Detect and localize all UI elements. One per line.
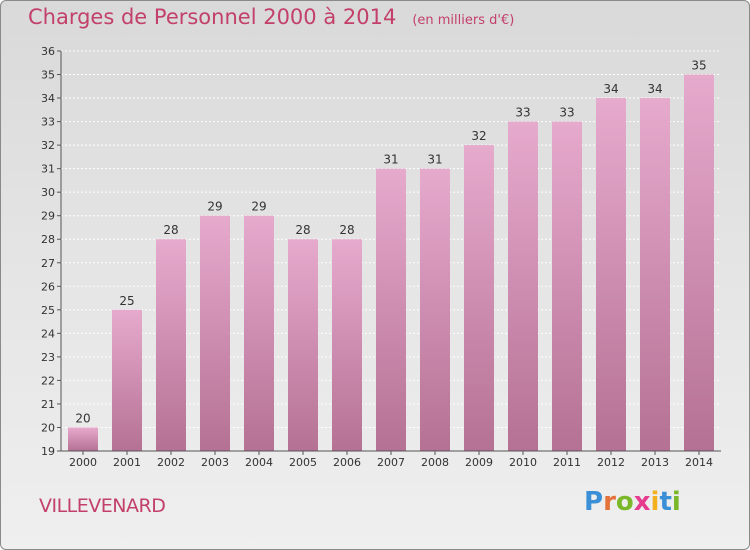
bar	[420, 168, 450, 451]
x-tick-label: 2008	[421, 456, 449, 469]
logo-letter: i	[671, 487, 681, 517]
x-tick-label: 2010	[509, 456, 537, 469]
bar-value-label: 34	[647, 82, 662, 96]
logo-letter: x	[633, 487, 651, 517]
y-tick-label: 19	[41, 445, 55, 458]
bar-value-label: 33	[515, 106, 530, 120]
axes	[57, 50, 721, 455]
chart-title: Charges de Personnel 2000 à 2014 (en mill…	[28, 5, 514, 29]
proxiti-logo: Proxiti	[584, 487, 681, 517]
bar	[112, 309, 142, 451]
y-tick-label: 23	[41, 351, 55, 364]
y-tick-label: 33	[41, 116, 55, 129]
bar	[464, 145, 494, 451]
labels: 19 20 21 22 23 24 25 26 27 28 29 30 31 32 33 34 35 36 20 20…	[41, 45, 713, 469]
x-tick-label: 2009	[465, 456, 493, 469]
y-tick-label: 35	[41, 69, 55, 82]
x-tick-label: 2014	[685, 456, 713, 469]
x-tick-label: 2013	[641, 456, 669, 469]
logo-letter: o	[615, 487, 634, 517]
bar	[640, 98, 670, 451]
x-tick-label: 2006	[333, 456, 361, 469]
bar	[332, 239, 362, 451]
bar	[200, 215, 230, 451]
y-tick-label: 21	[41, 398, 55, 411]
x-tick-label: 2005	[289, 456, 317, 469]
bar	[288, 239, 318, 451]
bars	[68, 74, 714, 452]
bar	[68, 427, 98, 451]
bar	[596, 98, 626, 451]
logo-letter: i	[650, 487, 660, 517]
y-tick-label: 36	[41, 45, 55, 58]
y-tick-label: 28	[41, 233, 55, 246]
x-tick-label: 2011	[553, 456, 581, 469]
bar-value-label: 32	[471, 129, 486, 143]
chart-title-text: Charges de Personnel 2000 à 2014	[28, 5, 397, 29]
bar-value-label: 31	[383, 153, 398, 167]
bar	[156, 239, 186, 451]
y-tick-label: 25	[41, 304, 55, 317]
x-tick-label: 2000	[69, 456, 97, 469]
bar-value-label: 25	[119, 294, 134, 308]
y-tick-label: 24	[41, 327, 55, 340]
bar	[508, 121, 538, 452]
x-tick-label: 2003	[201, 456, 229, 469]
bar	[376, 168, 406, 451]
x-tick-label: 2012	[597, 456, 625, 469]
logo-letter: t	[659, 487, 672, 517]
bar	[244, 215, 274, 451]
bar	[684, 74, 714, 451]
y-tick-label: 32	[41, 139, 55, 152]
y-tick-label: 31	[41, 163, 55, 176]
bar-value-label: 29	[251, 200, 266, 214]
bar-value-label: 29	[207, 200, 222, 214]
x-tick-label: 2001	[113, 456, 141, 469]
y-tick-label: 26	[41, 280, 55, 293]
bar-value-label: 33	[559, 106, 574, 120]
bar-value-label: 28	[163, 223, 178, 237]
y-tick-label: 22	[41, 374, 55, 387]
bar-value-label: 31	[427, 153, 442, 167]
y-tick-label: 27	[41, 257, 55, 270]
bar-value-label: 20	[75, 411, 90, 425]
logo-letter: r	[603, 487, 616, 517]
bar-value-label: 35	[691, 59, 706, 73]
bar-value-label: 28	[295, 223, 310, 237]
x-tick-label: 2007	[377, 456, 405, 469]
place-name: VILLEVENARD	[39, 495, 166, 517]
bar	[552, 121, 582, 452]
y-tick-label: 30	[41, 186, 55, 199]
chart-subtitle: (en milliers d'€)	[412, 13, 515, 28]
bar-value-label: 34	[603, 82, 618, 96]
bar-value-label: 28	[339, 223, 354, 237]
y-tick-label: 29	[41, 210, 55, 223]
logo-letter: P	[584, 487, 604, 517]
x-tick-label: 2004	[245, 456, 273, 469]
x-tick-label: 2002	[157, 456, 185, 469]
y-tick-label: 34	[41, 92, 55, 105]
y-tick-label: 20	[41, 421, 55, 434]
